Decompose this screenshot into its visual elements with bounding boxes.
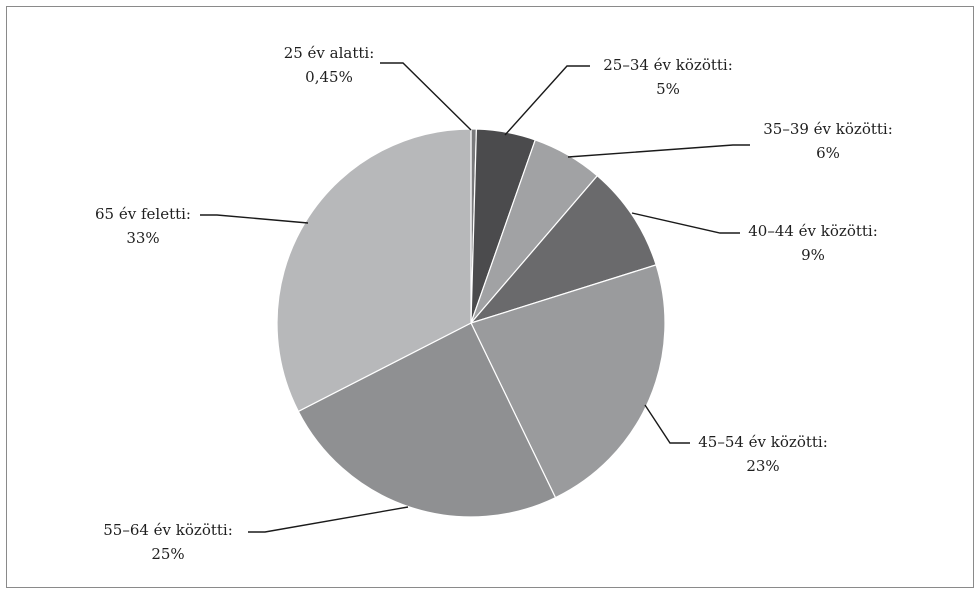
pie-slices <box>276 128 666 518</box>
leader-line-65-over <box>200 214 309 224</box>
leader-line-under-25 <box>380 62 472 131</box>
pie-slice-40-44 <box>469 174 657 325</box>
leader-line-35-39 <box>567 144 750 158</box>
leader-line-55-64 <box>248 506 409 533</box>
label-35-39: 35–39 év közötti: <box>763 120 893 138</box>
value-35-39: 6% <box>816 144 840 162</box>
slice-labels: 25 év alatti: 0,45% 25–34 év közötti: 5%… <box>95 44 893 563</box>
label-65-over: 65 év feletti: <box>95 205 191 223</box>
pie-slice-65-over <box>276 128 472 413</box>
label-40-44: 40–44 év közötti: <box>748 222 878 240</box>
leader-line-45-54 <box>644 404 690 444</box>
pie-slice-55-64 <box>297 322 557 518</box>
label-25-34: 25–34 év közötti: <box>603 56 733 74</box>
leader-line-40-44 <box>631 212 740 234</box>
label-55-64: 55–64 év közötti: <box>103 521 233 539</box>
label-under-25: 25 év alatti: <box>284 44 375 62</box>
leader-lines <box>200 62 750 533</box>
label-45-54: 45–54 év közötti: <box>698 433 828 451</box>
value-40-44: 9% <box>801 246 825 264</box>
value-under-25: 0,45% <box>305 68 353 86</box>
value-55-64: 25% <box>151 545 184 563</box>
value-45-54: 23% <box>746 457 779 475</box>
leader-line-25-34 <box>504 65 590 136</box>
value-25-34: 5% <box>656 80 680 98</box>
pie-slice-45-54 <box>470 264 666 499</box>
value-65-over: 33% <box>126 229 159 247</box>
